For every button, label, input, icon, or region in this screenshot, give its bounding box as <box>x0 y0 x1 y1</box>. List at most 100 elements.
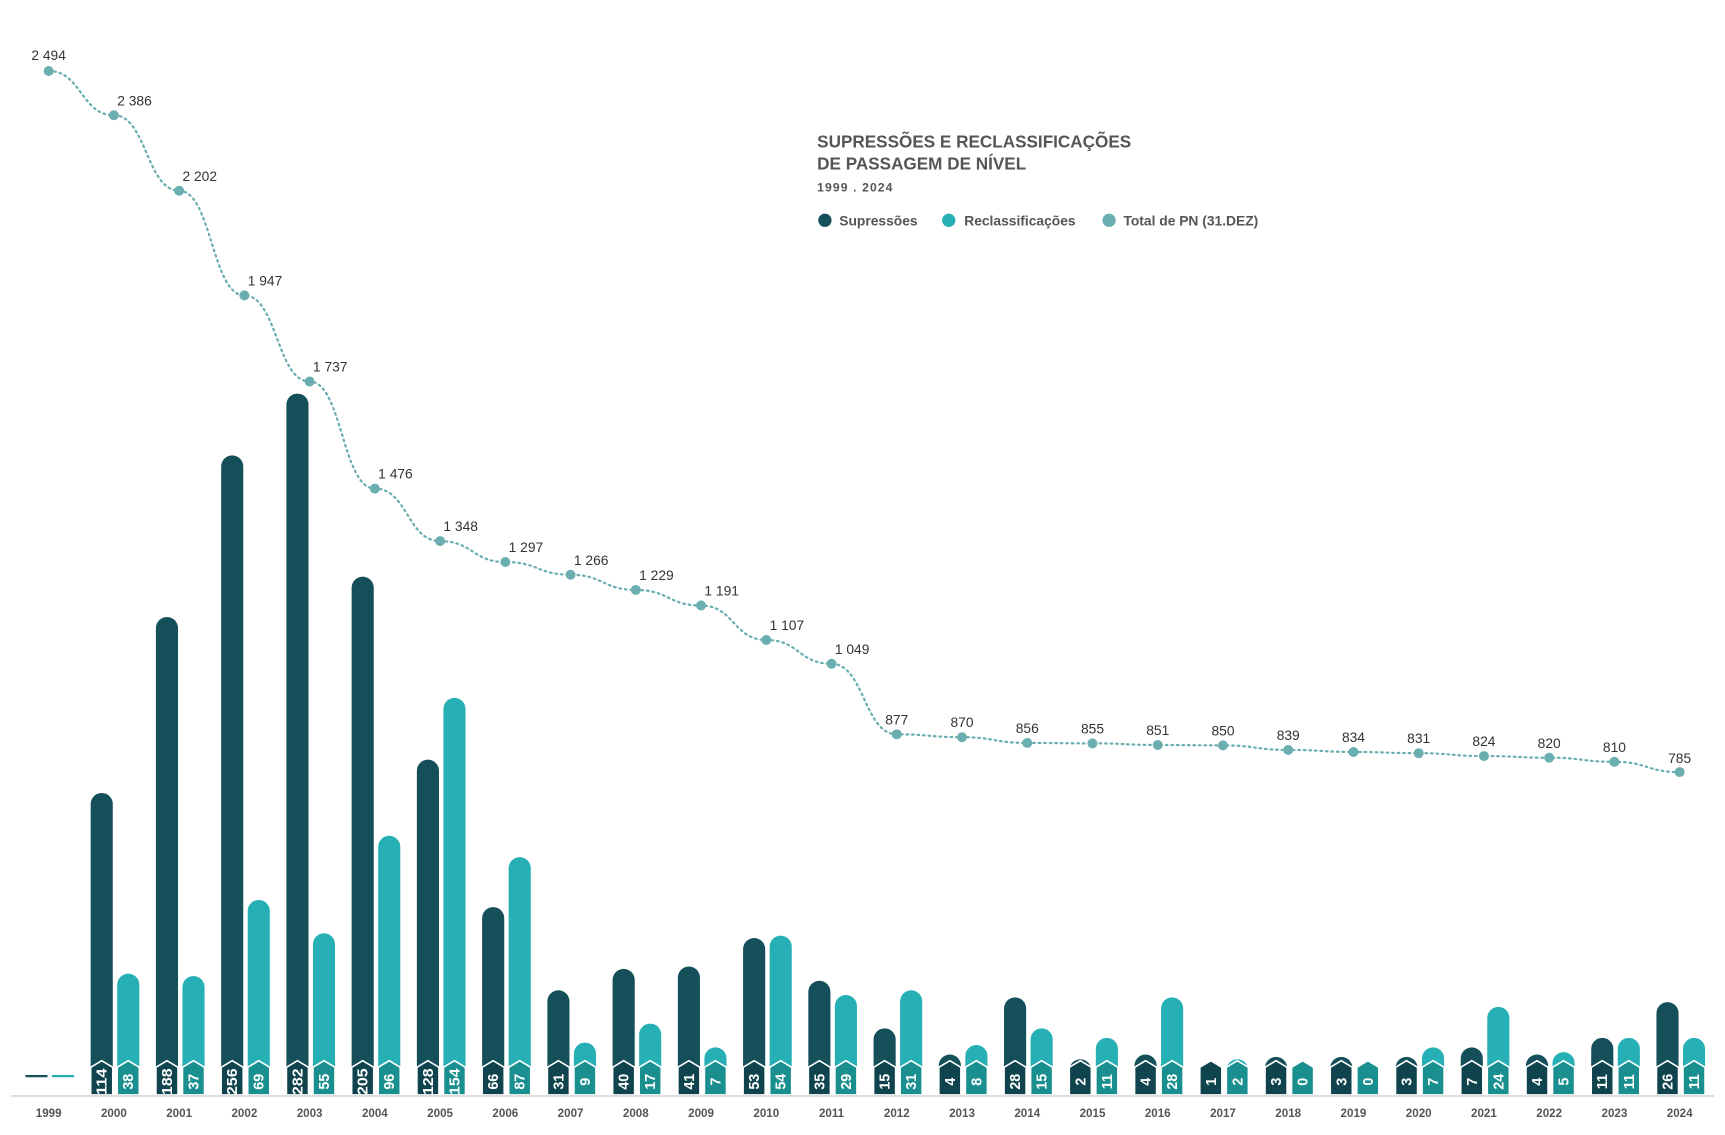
bar-value-label: 7 <box>1465 1078 1481 1086</box>
bar-reclassificacoes <box>769 935 792 1095</box>
total-point-label: 810 <box>1603 739 1626 755</box>
total-point-label: 1 476 <box>378 466 413 482</box>
bar-supressoes <box>286 393 309 1095</box>
bar-value-label: 3 <box>1400 1078 1416 1086</box>
total-point-label: 877 <box>885 711 908 727</box>
total-point <box>1348 746 1359 757</box>
x-tick-label: 2014 <box>1014 1107 1040 1120</box>
bar-supressoes <box>416 759 439 1095</box>
legend-label-supressoes: Supressões <box>839 212 918 228</box>
total-point-label: 834 <box>1342 729 1365 745</box>
bar-value-label: 7 <box>1426 1078 1442 1086</box>
total-point <box>957 732 967 743</box>
bar-reclassificacoes <box>378 835 401 1095</box>
bar-value-label: 41 <box>682 1074 698 1090</box>
bar-reclassificacoes <box>247 899 270 1095</box>
total-point <box>1022 737 1033 748</box>
total-point-label: 1 107 <box>770 617 805 633</box>
x-tick-label: 2016 <box>1145 1107 1171 1120</box>
total-point <box>369 483 380 494</box>
bar-reclassificacoes <box>312 933 336 1095</box>
bar-value-label: 5 <box>1557 1078 1573 1086</box>
x-tick-label: 2004 <box>362 1107 388 1120</box>
x-tick-label: 2002 <box>231 1107 257 1120</box>
bar-value-label: 26 <box>1660 1074 1676 1090</box>
total-point <box>1152 740 1163 750</box>
bar-value-label: 87 <box>513 1074 529 1090</box>
bar-value-label: 66 <box>486 1074 502 1090</box>
x-tick-label: 2024 <box>1667 1107 1693 1120</box>
total-point <box>1283 744 1294 755</box>
bar-supressoes <box>351 576 374 1095</box>
bar-value-label: 4 <box>1530 1078 1546 1086</box>
total-point-label: 1 266 <box>574 552 609 568</box>
bar-reclassificacoes <box>443 697 466 1095</box>
x-tick-label: 2000 <box>101 1107 127 1120</box>
total-point <box>1218 740 1228 751</box>
total-point <box>500 557 511 568</box>
x-tick-label: 2003 <box>297 1107 323 1120</box>
x-tick-label: 2013 <box>949 1107 975 1120</box>
total-point-label: 785 <box>1668 750 1691 766</box>
x-tick-label: 2001 <box>166 1107 192 1120</box>
x-tick-label: 2006 <box>492 1107 518 1120</box>
total-point-label: 1 737 <box>313 359 348 375</box>
x-tick-label: 2007 <box>558 1107 584 1120</box>
total-point <box>1674 767 1685 778</box>
x-tick-label: 2021 <box>1471 1107 1497 1120</box>
bar-value-label: 3 <box>1334 1078 1350 1086</box>
total-point <box>1413 748 1424 759</box>
x-tick-label: 2009 <box>688 1107 714 1120</box>
bar-supressoes <box>155 617 179 1095</box>
total-point-label: 855 <box>1081 720 1104 736</box>
bar-value-label: 188 <box>160 1068 176 1095</box>
bar-value-label: 4 <box>1139 1078 1155 1086</box>
bar-value-label: 114 <box>95 1068 111 1095</box>
total-point-label: 2 494 <box>31 47 66 63</box>
bar-value-label: 15 <box>878 1074 894 1090</box>
bar-value-label: 96 <box>382 1074 398 1090</box>
legend-swatch-total <box>1102 213 1116 227</box>
total-point <box>826 658 837 669</box>
chart-subtitle: 1999 . 2024 <box>817 181 893 195</box>
bar-value-label: 0 <box>1296 1078 1312 1086</box>
bar-value-label: 7 <box>708 1078 724 1086</box>
total-point-label: 839 <box>1277 727 1300 743</box>
bar-value-label: 54 <box>774 1074 790 1090</box>
total-point <box>304 376 315 387</box>
bar-value-label: 11 <box>1595 1074 1611 1089</box>
bar-value-label: 15 <box>1035 1074 1051 1090</box>
x-tick-label: 2010 <box>753 1107 779 1120</box>
total-point-label: 2 386 <box>117 92 152 108</box>
bar-value-label: 154 <box>447 1068 463 1095</box>
total-point <box>630 584 641 595</box>
total-point-label: 1 049 <box>835 641 870 657</box>
bar-value-label: 9 <box>578 1078 594 1086</box>
total-point-label: 856 <box>1016 720 1039 736</box>
legend-label-total: Total de PN (31.DEZ) <box>1123 212 1258 228</box>
total-point <box>1087 738 1098 749</box>
bar-value-label: 38 <box>121 1074 137 1090</box>
bar-supressoes <box>482 907 505 1095</box>
bars-layer: 114 38 188 37 256 69 282 55 205 96 128 154 66 87 31 9 40… <box>25 393 1706 1096</box>
bar-reclassificacoes <box>508 857 531 1095</box>
bar-value-label: 28 <box>1165 1074 1181 1090</box>
bar-value-label: 29 <box>839 1074 855 1090</box>
total-point <box>1478 751 1489 762</box>
bar-value-label: 205 <box>356 1068 372 1095</box>
bar-value-label: 3 <box>1269 1078 1285 1086</box>
total-line <box>47 69 1681 774</box>
total-point <box>435 536 446 547</box>
x-tick-label: 2022 <box>1536 1107 1562 1120</box>
total-point-label: 820 <box>1538 735 1561 751</box>
x-tick-label: 2017 <box>1210 1107 1236 1120</box>
bar-value-label: 11 <box>1687 1074 1703 1089</box>
bar-supressoes <box>677 966 700 1095</box>
bar-value-label: 2 <box>1230 1078 1246 1086</box>
bar-value-label: 11 <box>1100 1074 1116 1089</box>
legend-swatch-supressoes <box>818 213 832 227</box>
total-point <box>891 729 902 740</box>
total-point-label: 831 <box>1407 730 1430 746</box>
bar-value-label: 35 <box>812 1074 828 1090</box>
legend: Supressões Reclassificações Total de PN … <box>818 212 1258 228</box>
